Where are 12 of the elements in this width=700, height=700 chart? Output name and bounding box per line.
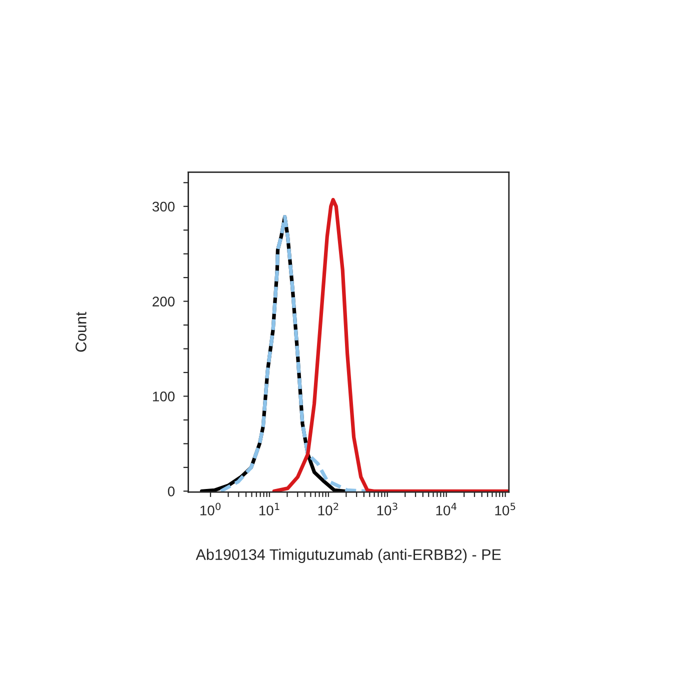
y-tick-label: 0 bbox=[168, 486, 175, 496]
x-axis-title: Ab190134 Timigutuzumab (anti-ERBB2) - PE bbox=[196, 548, 501, 564]
x-tick-label: 10$^{2}$ bbox=[318, 502, 338, 516]
x-tick-label: 10$^{3}$ bbox=[377, 502, 398, 516]
y-axis-title: Count bbox=[76, 312, 86, 352]
x-tick-label: 10$^{5}$ bbox=[495, 502, 516, 516]
x-tick-label: 10$^{4}$ bbox=[436, 502, 456, 516]
x-tick-label: 10$^{0}$ bbox=[200, 502, 221, 516]
y-tick-label: 200 bbox=[152, 296, 175, 306]
y-tick-label: 100 bbox=[152, 392, 175, 402]
y-tick-label: 300 bbox=[152, 202, 175, 212]
x-tick-label: 10$^{1}$ bbox=[259, 502, 280, 516]
